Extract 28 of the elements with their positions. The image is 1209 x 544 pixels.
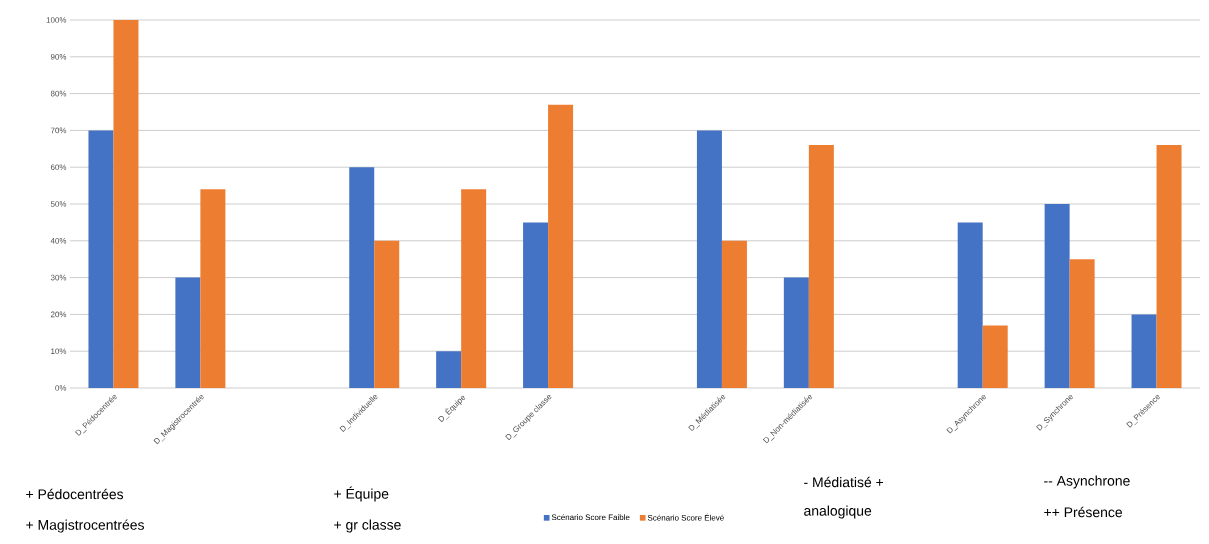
- text: - Médiatisé +: [804, 476, 884, 488]
- text: + Magistrocentrées: [26, 519, 144, 533]
- text: + gr classe: [334, 519, 401, 533]
- text: -- Asynchrone: [1044, 475, 1130, 489]
- bar: [88, 130, 114, 388]
- bar: [1069, 259, 1095, 388]
- bar: [548, 104, 574, 388]
- bar: [523, 222, 549, 388]
- text: ++ Présence: [1044, 506, 1122, 518]
- bar: [200, 189, 226, 388]
- bar: [175, 277, 201, 388]
- bar: [721, 240, 747, 388]
- bar: [349, 167, 375, 388]
- bar: [1044, 204, 1070, 388]
- bar: [957, 222, 983, 388]
- bar: [436, 351, 462, 388]
- bar: [696, 130, 722, 388]
- bar: [374, 240, 400, 388]
- text: + Pédocentrées: [26, 488, 124, 500]
- bar: [113, 20, 139, 388]
- bar: [783, 277, 809, 388]
- text: analogique: [804, 505, 872, 519]
- bar: [982, 325, 1008, 388]
- bar: [1131, 314, 1157, 388]
- bar: [808, 145, 834, 388]
- bar: [461, 189, 487, 388]
- bar: [1156, 145, 1182, 388]
- text: + Équipe: [334, 486, 389, 502]
